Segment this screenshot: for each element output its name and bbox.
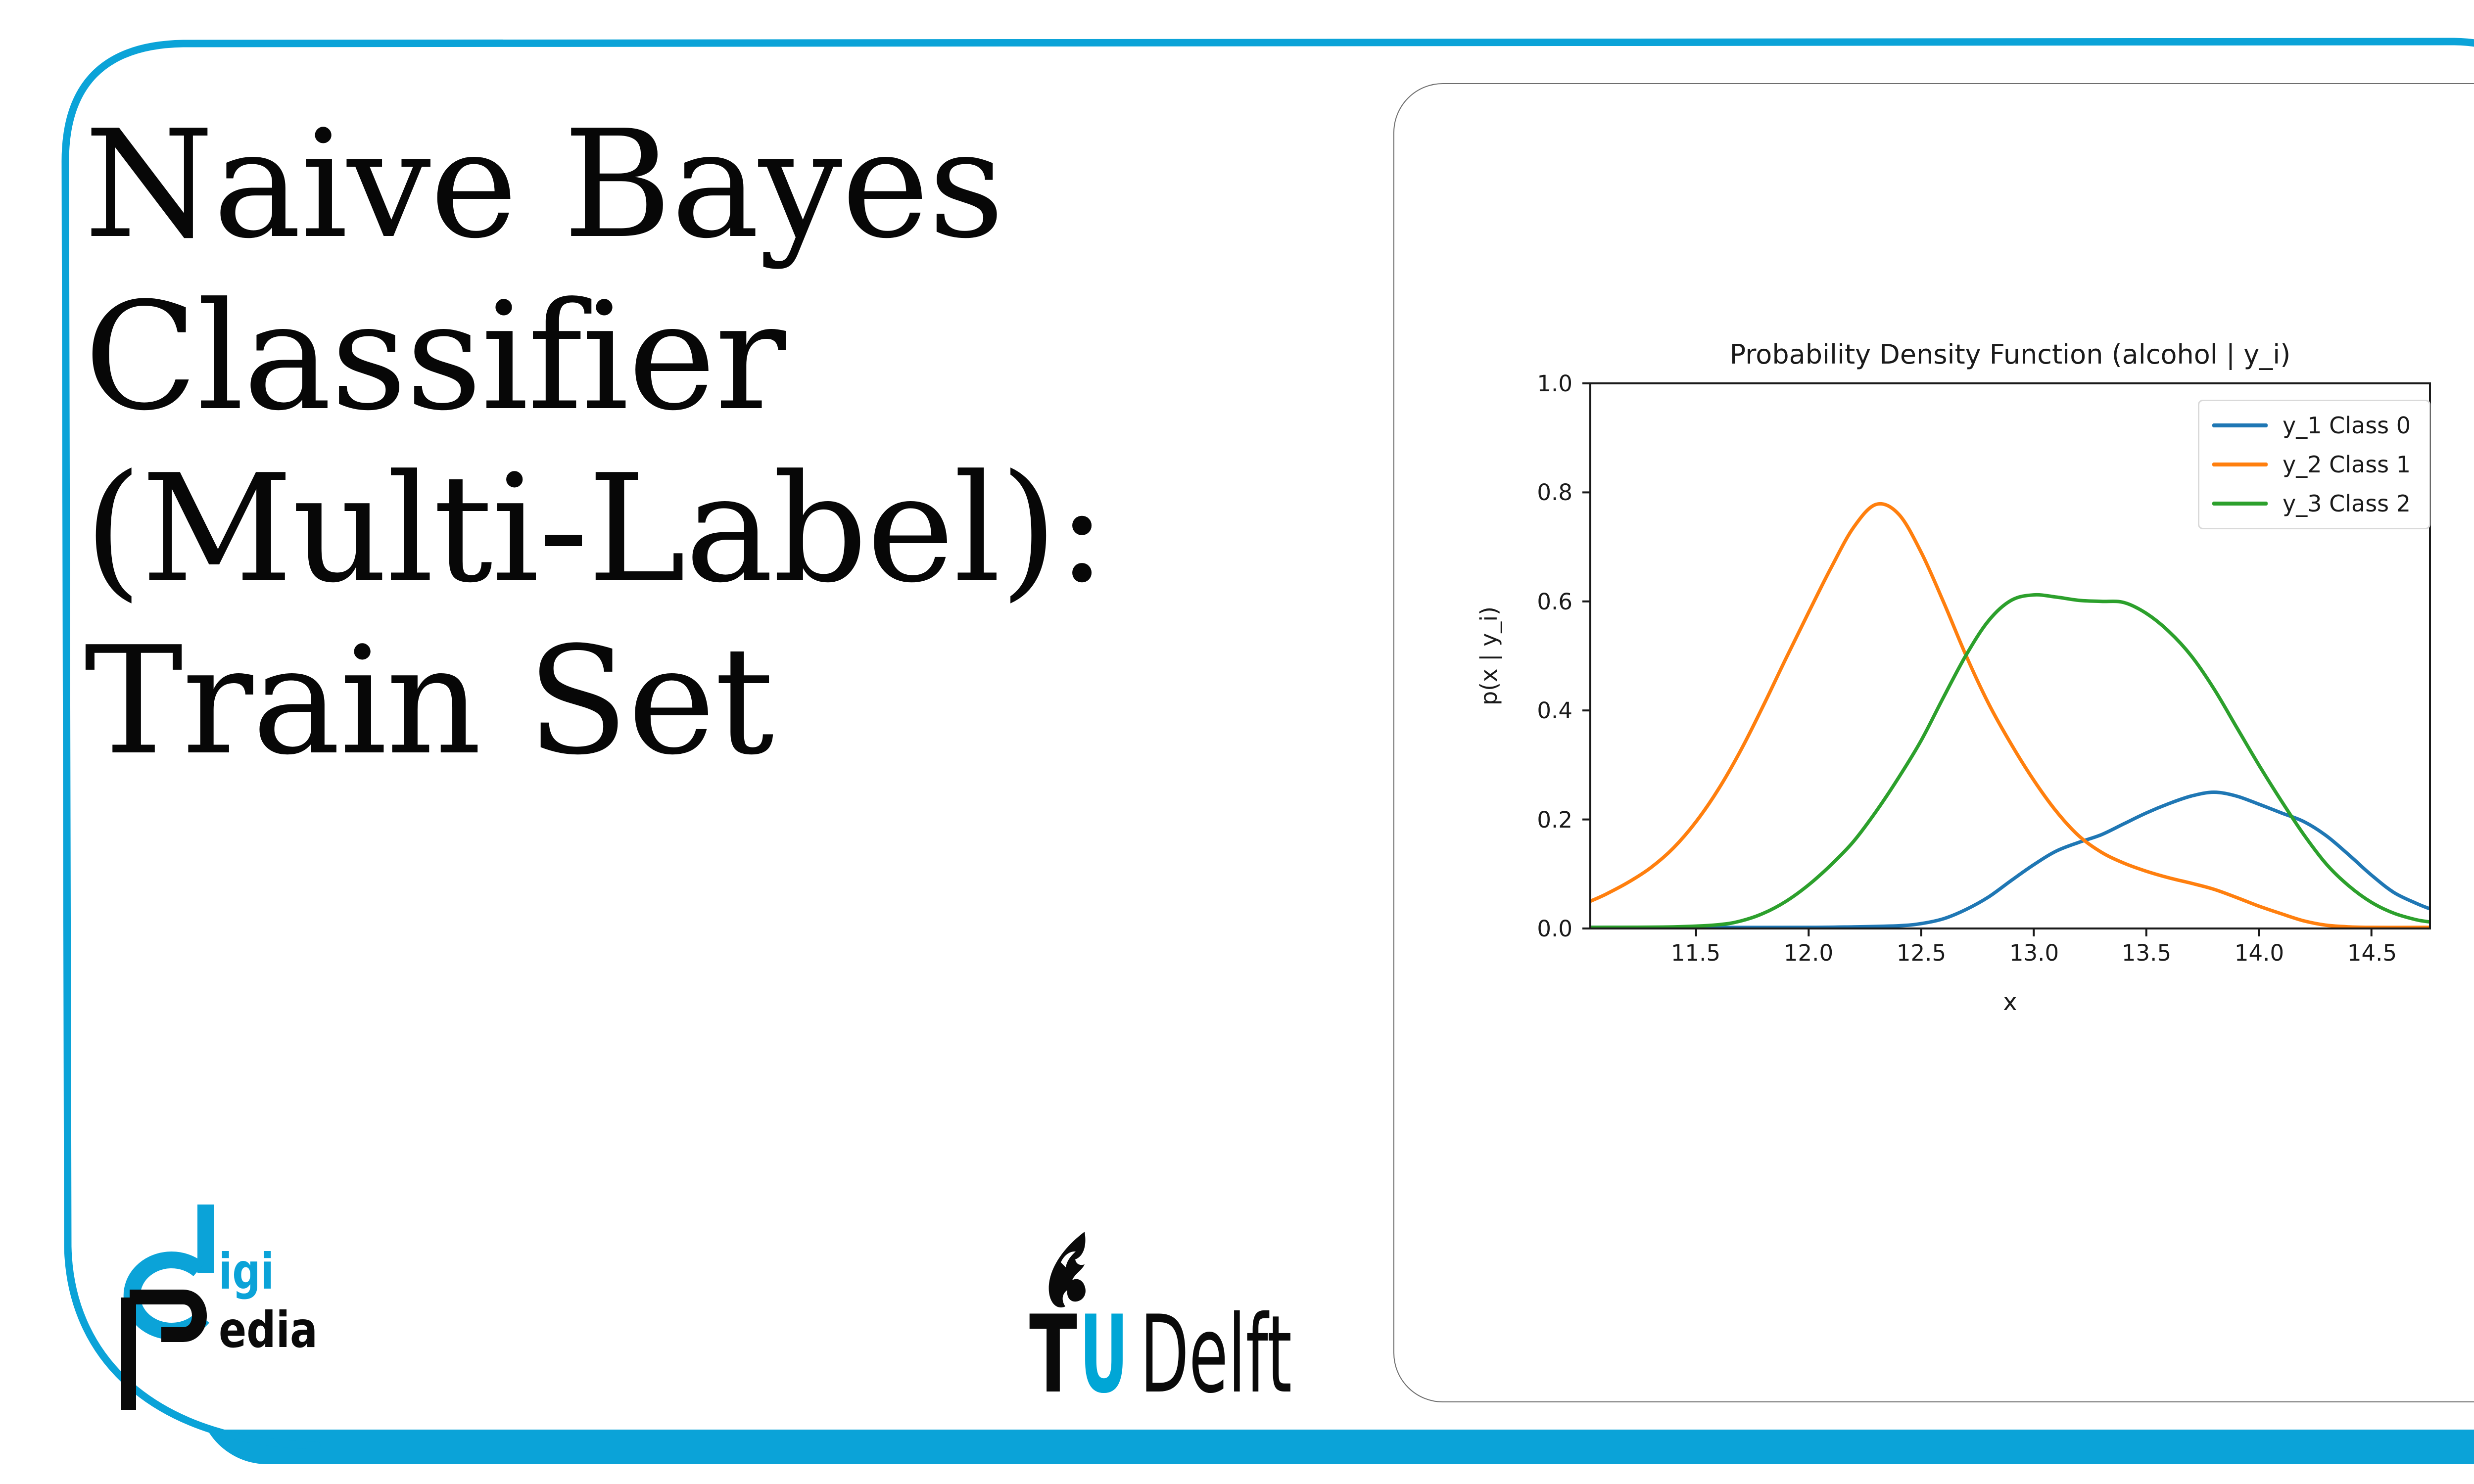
chart-card: Probability Density Function (alcohol | … <box>1393 83 2474 1402</box>
legend-line-swatch <box>2212 423 2268 428</box>
digipedia-logo: igi edia <box>121 1205 318 1410</box>
y-tick-label: 0.2 <box>1537 807 1572 833</box>
legend-label: y_1 Class 0 <box>2283 412 2411 439</box>
y-tick-label: 0.8 <box>1537 479 1572 506</box>
y-axis-label: p(x | y_i) <box>1475 606 1502 706</box>
x-tick-label: 11.5 <box>1670 940 1721 966</box>
x-tick-label: 13.0 <box>2009 940 2059 966</box>
y-tick-label: 0.4 <box>1537 697 1572 724</box>
tudelft-logo: T U Delft <box>1029 1232 1292 1400</box>
legend-line-swatch <box>2212 462 2268 466</box>
legend-item: y_3 Class 2 <box>2212 490 2429 517</box>
page-title: Naive Bayes Classifier (Multi-Label): Tr… <box>84 98 1107 788</box>
digipedia-p-glyph <box>121 1290 207 1410</box>
tudelft-u: U <box>1080 1293 1128 1400</box>
legend-item: y_2 Class 1 <box>2212 451 2429 478</box>
tudelft-t: T <box>1029 1293 1077 1400</box>
flame-icon <box>1048 1232 1086 1308</box>
plot-svg <box>1582 382 2431 936</box>
legend-label: y_2 Class 1 <box>2283 451 2411 478</box>
y-tick-label: 0.0 <box>1537 916 1572 942</box>
y-tick-label: 0.6 <box>1537 589 1572 615</box>
digipedia-text-bottom: edia <box>219 1301 318 1359</box>
tudelft-name: Delft <box>1140 1293 1292 1400</box>
axes-frame <box>1589 382 2431 929</box>
legend: y_1 Class 0 y_2 Class 1 y_3 Class 2 <box>2198 400 2430 529</box>
x-tick-label: 12.5 <box>1896 940 1947 966</box>
legend-line-swatch <box>2212 501 2268 506</box>
series-line <box>1590 593 2430 928</box>
series-lines <box>1590 502 2430 928</box>
y-tick-label: 1.0 <box>1537 371 1572 397</box>
series-line <box>1590 502 2430 928</box>
series-line <box>1590 790 2430 928</box>
legend-item: y_1 Class 0 <box>2212 412 2429 439</box>
legend-label: y_3 Class 2 <box>2283 490 2411 517</box>
x-tick-label: 13.5 <box>2121 940 2172 966</box>
x-axis-label: x <box>2003 988 2017 1016</box>
x-tick-label: 14.5 <box>2347 940 2397 966</box>
x-tick-label: 12.0 <box>1783 940 1834 966</box>
x-tick-label: 14.0 <box>2234 940 2284 966</box>
digipedia-text-top: igi <box>219 1243 274 1300</box>
chart-title: Probability Density Function (alcohol | … <box>1729 339 2291 370</box>
